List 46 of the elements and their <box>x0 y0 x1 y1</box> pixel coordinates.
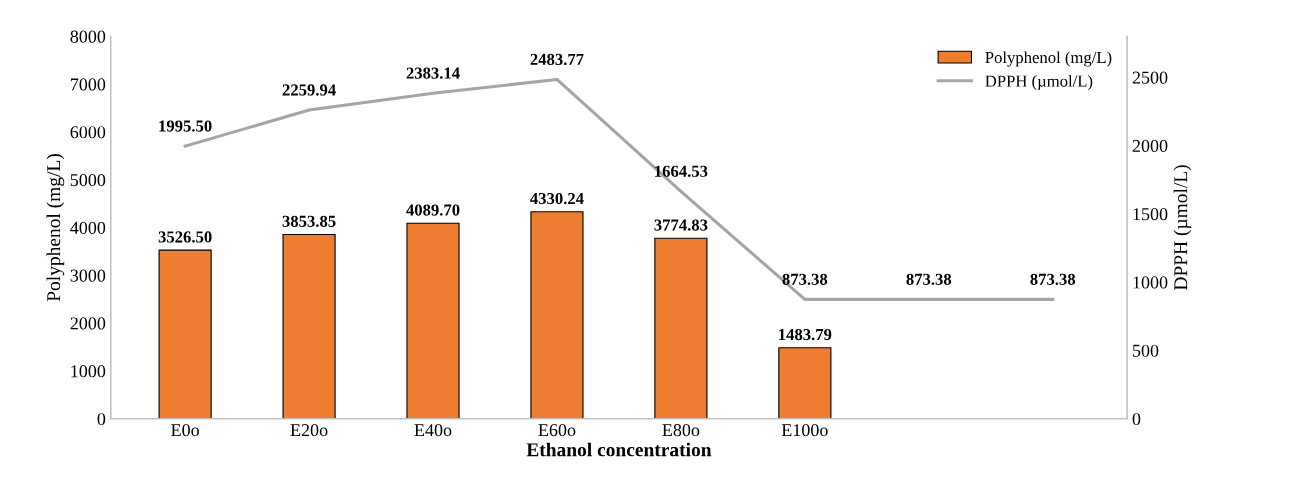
data-label: 2259.94 <box>282 84 336 96</box>
data-label: 873.38 <box>782 273 828 285</box>
y2-tick-label: 0 <box>1132 412 1141 426</box>
y2-axis-title: DPPH (µmol/L) <box>1173 165 1192 291</box>
x-tick-label: E100o <box>781 424 828 437</box>
data-label: 3526.50 <box>158 231 212 243</box>
legend-label: DPPH (µmol/L) <box>985 75 1093 91</box>
data-label: 2483.77 <box>530 53 584 66</box>
y-tick-label: 3000 <box>70 269 106 282</box>
y2-tick-label: 1500 <box>1133 208 1168 221</box>
y-axis-title: Polyphenol (mg/L) <box>46 154 65 302</box>
y2-tick-label: 1000 <box>1133 276 1168 289</box>
data-label: 4089.70 <box>406 204 460 216</box>
y-tick-label: 2000 <box>70 317 106 330</box>
data-label: 1664.53 <box>655 165 708 177</box>
data-label: 4330.24 <box>530 192 584 205</box>
x-axis-title: Ethanol concentration <box>526 442 712 457</box>
legend-label: Polyphenol (mg/L) <box>985 51 1112 67</box>
bar <box>406 222 460 419</box>
bar <box>530 211 584 419</box>
bar <box>158 249 212 419</box>
y-tick-label: 8000 <box>70 30 106 43</box>
data-label: 3853.85 <box>282 215 336 227</box>
y-tick-label: 4000 <box>70 221 106 234</box>
y2-tick-label: 2500 <box>1132 71 1168 84</box>
x-tick-label: E60o <box>538 424 576 437</box>
x-tick-label: E0o <box>171 424 199 437</box>
data-label: 1483.79 <box>779 328 832 341</box>
data-label: 873.38 <box>906 273 952 285</box>
bar <box>654 237 708 419</box>
data-label: 3774.83 <box>654 219 708 231</box>
y2-tick-label: 500 <box>1133 344 1159 357</box>
x-tick-label: E20o <box>290 424 328 437</box>
y-tick-label: 5000 <box>70 173 106 187</box>
y-tick-label: 6000 <box>70 126 106 139</box>
x-tick-label: E80o <box>662 424 700 437</box>
data-label: 873.38 <box>1030 273 1076 285</box>
x-tick-label: E40o <box>414 424 452 437</box>
data-label: 2383.14 <box>406 67 460 79</box>
y-tick-label: 7000 <box>70 78 106 91</box>
y-tick-label: 1000 <box>71 365 106 378</box>
y2-tick-label: 2000 <box>1132 139 1168 152</box>
bar <box>282 233 336 419</box>
data-label: 1995.50 <box>159 120 212 132</box>
y-tick-label: 0 <box>97 412 106 426</box>
bar <box>778 347 832 419</box>
